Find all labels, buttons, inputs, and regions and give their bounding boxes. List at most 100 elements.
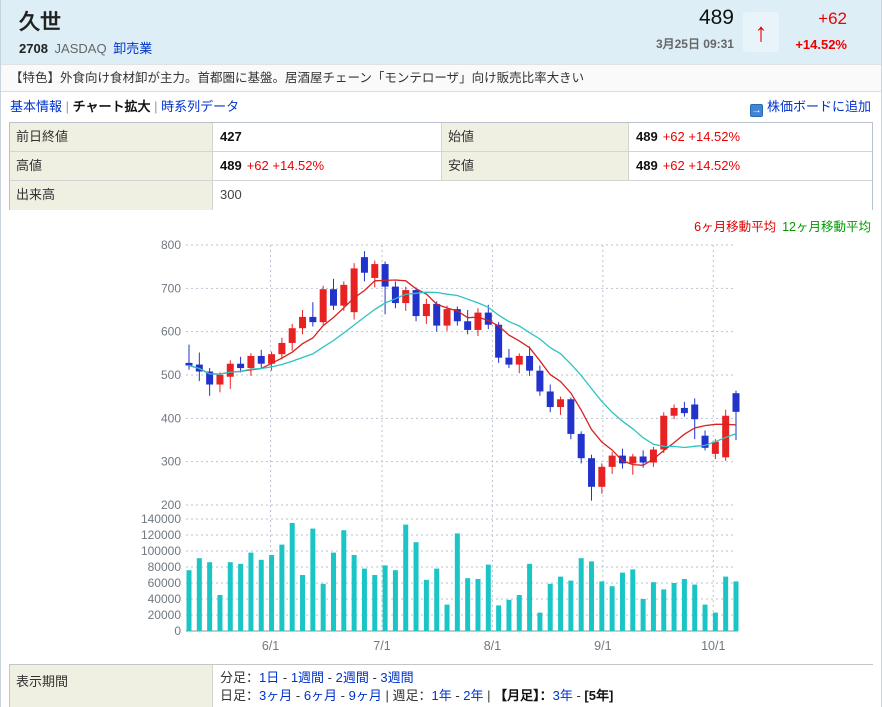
candle [422, 303, 430, 317]
period-text: - [368, 670, 381, 685]
add-to-board[interactable]: → 株価ボードに追加 [749, 92, 871, 121]
price-block: 489 3月25日 09:31 [656, 6, 734, 52]
volume-bar [692, 584, 698, 631]
candle [216, 375, 224, 385]
period-text: - [324, 670, 336, 685]
candle [588, 458, 596, 487]
candle [505, 357, 513, 365]
period-link[interactable]: 6ヶ月 [303, 688, 338, 703]
volume-bar [640, 599, 646, 631]
volume-bar [681, 579, 687, 631]
candle [598, 466, 606, 487]
svg-text:10/1: 10/1 [701, 639, 725, 653]
add-board-link[interactable]: 株価ボードに追加 [766, 99, 871, 114]
candle [629, 456, 637, 464]
svg-text:200: 200 [161, 498, 181, 512]
price-change-percent: +14.52% [795, 37, 847, 52]
volume-label: 出来高 [10, 181, 213, 210]
period-link[interactable]: 1週間 [290, 670, 325, 685]
volume-bar [227, 562, 233, 631]
header: 久世 2708 JASDAQ 卸売業 489 3月25日 09:31 ↑ +62… [1, 0, 881, 64]
candle [546, 391, 554, 408]
nav-text: | [150, 99, 162, 114]
candle [711, 441, 719, 454]
volume-bar [578, 558, 584, 631]
candle [268, 354, 276, 364]
candle [299, 316, 307, 329]
volume-bar [702, 604, 708, 631]
display-period-label: 表示期間 [10, 665, 213, 707]
period-link[interactable]: 2週間 [335, 670, 369, 685]
candle [319, 289, 327, 323]
nav-bar: 基本情報 | チャート拡大 | 時系列データ → 株価ボードに追加 [1, 92, 881, 122]
period-text: 日足： [220, 688, 260, 703]
svg-text:8/1: 8/1 [484, 639, 501, 653]
candle [608, 455, 616, 467]
volume-bar [537, 612, 543, 631]
candle [226, 363, 234, 377]
volume-value: 300 [213, 181, 872, 210]
volume-bar [403, 524, 409, 631]
volume-bar [465, 578, 471, 631]
period-text: 週足： [392, 688, 432, 703]
industry-link[interactable]: 卸売業 [113, 41, 153, 56]
ma-line-6 [188, 279, 737, 466]
candle [329, 289, 337, 306]
candle [639, 456, 647, 463]
svg-text:6/1: 6/1 [262, 639, 279, 653]
chart-legend: 6ヶ月移動平均 12ヶ月移動平均 [694, 216, 871, 235]
candle [495, 324, 503, 358]
candle [722, 415, 730, 458]
volume-bar [341, 530, 347, 631]
period-link[interactable]: 3週間 [380, 670, 414, 685]
prev-close-value: 427 [213, 123, 442, 152]
candle [618, 455, 626, 464]
candle [350, 268, 358, 313]
period-link[interactable]: 9ヶ月 [348, 688, 382, 703]
svg-text:0: 0 [174, 624, 181, 638]
volume-bar [630, 569, 636, 631]
current-price: 489 [698, 6, 734, 29]
period-link[interactable]: 1年 [431, 688, 452, 703]
svg-text:600: 600 [161, 325, 181, 339]
nav-link[interactable]: 時系列データ [161, 99, 240, 114]
volume-bar [207, 562, 213, 631]
svg-text:120000: 120000 [141, 528, 181, 542]
nav-link[interactable]: 基本情報 [10, 99, 63, 114]
period-minute-options: 分足：1日 - 1週間 - 2週間 - 3週間 [220, 669, 873, 687]
stock-meta: 2708 JASDAQ 卸売業 [19, 38, 152, 57]
period-link[interactable]: 1日 [259, 670, 280, 685]
display-period-table: 表示期間 分足：1日 - 1週間 - 2週間 - 3週間 日足：3ヶ月 - 6ヶ… [9, 664, 873, 707]
volume-bar [661, 589, 667, 631]
candle [443, 309, 451, 326]
candle [649, 449, 657, 463]
ma-line-12 [188, 291, 737, 449]
period-link[interactable]: 2年 [463, 688, 484, 703]
svg-text:140000: 140000 [141, 512, 181, 526]
volume-bar [310, 528, 316, 631]
volume-bar [196, 558, 202, 631]
volume-bar [558, 576, 564, 631]
period-link[interactable]: 3ヶ月 [259, 688, 293, 703]
volume-bar [723, 576, 729, 631]
stock-code: 2708 [19, 41, 48, 56]
volume-bar [444, 604, 450, 631]
volume-bar [496, 605, 502, 631]
period-daily-options: 日足：3ヶ月 - 6ヶ月 - 9ヶ月 | 週足：1年 - 2年 | 【月足】：3… [220, 687, 873, 705]
high-label: 高値 [10, 152, 213, 181]
volume-bar [217, 595, 223, 631]
svg-text:20000: 20000 [148, 608, 182, 622]
candle [453, 309, 461, 322]
volume-bar [527, 563, 533, 631]
up-arrow-icon: ↑ [743, 12, 779, 52]
period-link[interactable]: 3年 [552, 688, 573, 703]
volume-bar [279, 544, 285, 631]
volume-bar [475, 579, 481, 631]
volume-bar [599, 581, 605, 631]
high-value: 489 +62 +14.52% [213, 152, 442, 181]
volume-bar [300, 575, 306, 631]
volume-bar [650, 582, 656, 631]
candle [288, 328, 296, 343]
candle [185, 362, 193, 366]
